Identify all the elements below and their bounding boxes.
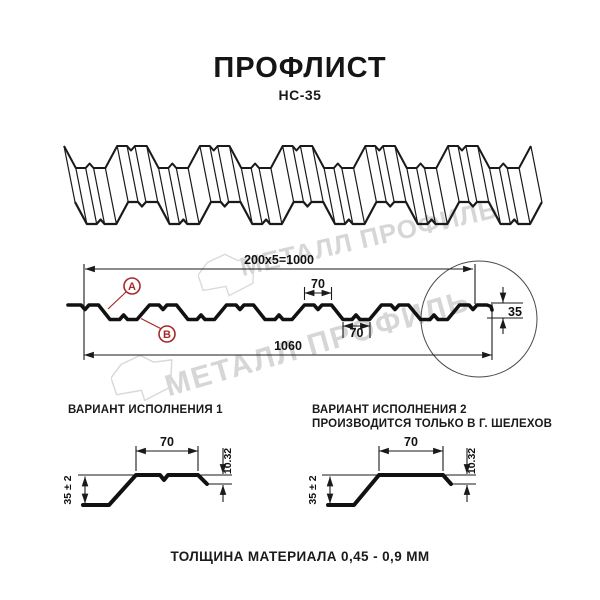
variant2-dim-height: 35 ± 2	[307, 475, 319, 504]
dim-module-span: 200x5=1000	[244, 253, 314, 267]
page-title: ПРОФЛИСТ	[213, 52, 387, 84]
dimension-lines	[84, 265, 507, 359]
variant1-dim-lip: 10.32	[222, 448, 234, 474]
variant2-profile	[326, 473, 453, 507]
dim-height: 35	[508, 305, 522, 319]
dim-rib-bottom-width: 70	[350, 326, 364, 340]
variant1-profile	[81, 473, 209, 507]
variant2-heading: ВАРИАНТ ИСПОЛНЕНИЯ 2	[312, 404, 467, 416]
balloon-b-label: В	[163, 329, 171, 341]
dim-rib-top-width: 70	[311, 277, 325, 291]
variant1-heading: ВАРИАНТ ИСПОЛНЕНИЯ 1	[68, 404, 223, 416]
variant2-dim-lip: 10.32	[466, 448, 478, 474]
dim-overall-width: 1060	[274, 339, 302, 353]
watermark-logo-icon	[111, 355, 173, 402]
variant1-dim-height: 35 ± 2	[62, 475, 74, 504]
material-thickness-note: ТОЛЩИНА МАТЕРИАЛА 0,45 - 0,9 ММ	[170, 549, 430, 564]
cross-section: 200x5=1000 1060 70 70 35 А В	[66, 253, 538, 378]
variant2-note: ПРОИЗВОДИТСЯ ТОЛЬКО В Г. ШЕЛЕХОВ	[312, 418, 553, 430]
variant2-detail: 70 10.32 35 ± 2	[307, 435, 478, 507]
profile-code: НС-35	[278, 87, 322, 103]
variant1-detail: 70 10.32 35 ± 2	[62, 435, 234, 507]
cross-section-profile	[66, 303, 494, 322]
variant1-dim-top: 70	[160, 435, 174, 449]
variant2-dim-top: 70	[404, 435, 418, 449]
balloon-a-label: А	[128, 281, 136, 293]
extension-lines	[83, 264, 523, 360]
sheet-3d-view	[63, 145, 543, 226]
balloon-a: А	[107, 277, 141, 310]
balloon-b: В	[140, 317, 176, 343]
